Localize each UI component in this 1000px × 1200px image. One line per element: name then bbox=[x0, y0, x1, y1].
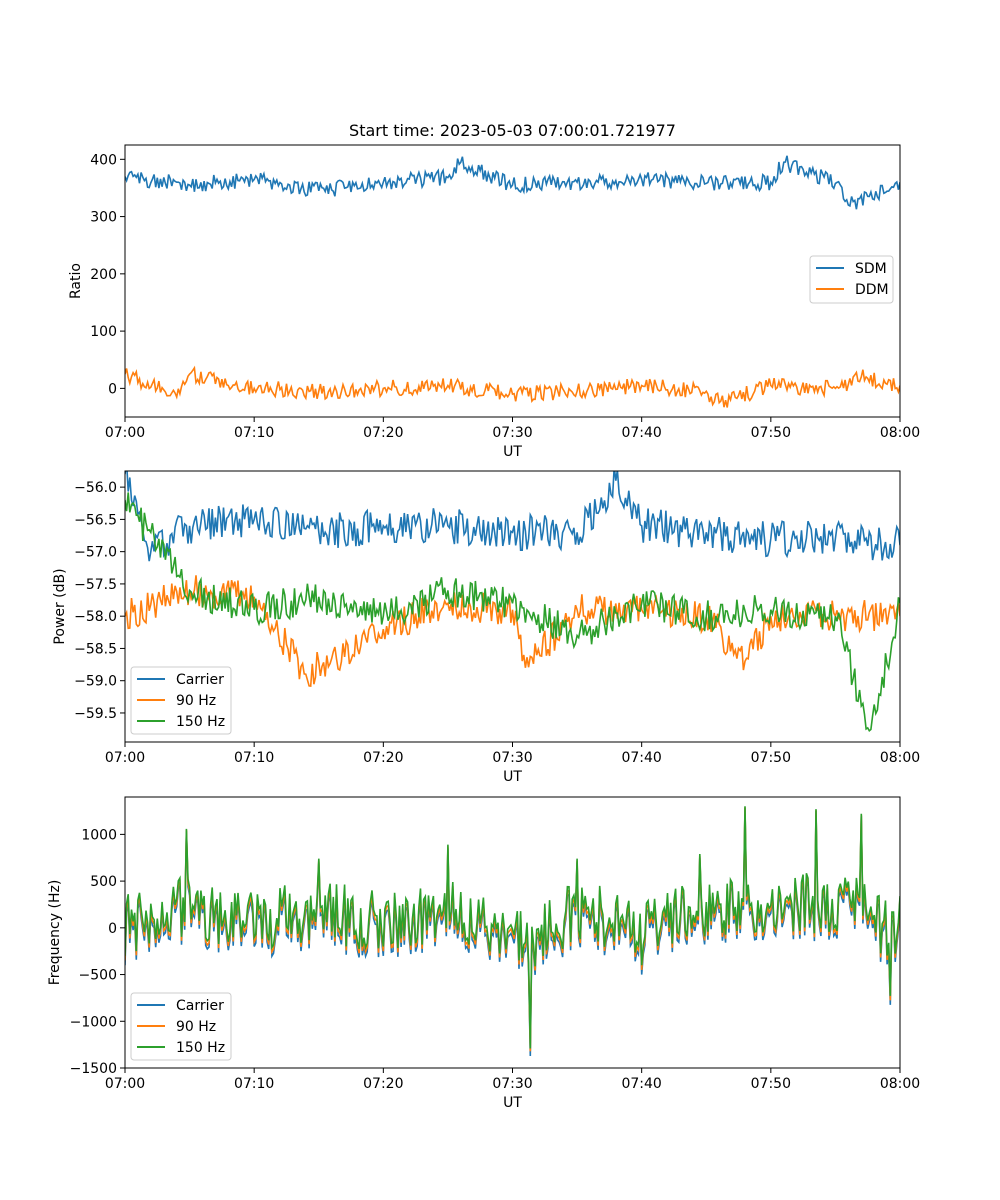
x-axis-label: UT bbox=[503, 769, 522, 785]
x-tick-label: 07:10 bbox=[234, 425, 274, 441]
chart-panel-1: Start time: 2023-05-03 07:00:01.721977 07… bbox=[68, 121, 920, 460]
x-tick-label: 07:00 bbox=[105, 425, 145, 441]
chart-panel-2: 07:00 07:10 07:20 07:30 07:40 07:50 08:00 −56.0… bbox=[52, 470, 920, 785]
x-tick-label: 07:00 bbox=[105, 1076, 145, 1092]
series-line-carrier bbox=[125, 808, 900, 1057]
y-tick-label: −1500 bbox=[70, 1061, 117, 1077]
y-tick-label: −58.0 bbox=[74, 609, 117, 625]
legend-box bbox=[130, 666, 232, 735]
y-tick-label: −500 bbox=[79, 968, 117, 984]
series-line-150-hz bbox=[125, 806, 900, 1049]
x-tick-label: 08:00 bbox=[880, 425, 920, 441]
x-tick-label: 08:00 bbox=[880, 1076, 920, 1092]
x-tick-label: 07:30 bbox=[492, 1076, 532, 1092]
x-axis-label: UT bbox=[503, 1095, 522, 1111]
x-tick-label: 07:40 bbox=[621, 750, 661, 766]
y-tick-label: −56.5 bbox=[74, 512, 117, 528]
y-tick-label: 300 bbox=[90, 210, 117, 226]
legend: Carrier 90 Hz 150 Hz bbox=[130, 992, 232, 1061]
chart-panel-3: 07:00 07:10 07:20 07:30 07:40 07:50 08:00 −1500… bbox=[47, 796, 920, 1111]
legend-entry-label: 90 Hz bbox=[176, 1019, 216, 1035]
x-tick-label: 07:50 bbox=[751, 1076, 791, 1092]
y-tick-label: −59.0 bbox=[74, 674, 117, 690]
y-tick-label: −57.0 bbox=[74, 545, 117, 561]
legend-entry-label: SDM bbox=[855, 261, 887, 277]
y-tick-label: 0 bbox=[108, 921, 117, 937]
y-tick-label: −1000 bbox=[70, 1014, 117, 1030]
y-tick-label: −57.5 bbox=[74, 577, 117, 593]
x-tick-label: 07:40 bbox=[621, 1076, 661, 1092]
y-axis-label: Ratio bbox=[68, 263, 84, 299]
series-line-90-hz bbox=[125, 807, 900, 1052]
legend-box bbox=[130, 992, 232, 1061]
x-tick-label: 07:50 bbox=[751, 750, 791, 766]
y-tick-label: 0 bbox=[108, 381, 117, 397]
y-tick-label: 200 bbox=[90, 267, 117, 283]
series-line-carrier bbox=[125, 471, 900, 562]
x-tick-label: 07:30 bbox=[492, 425, 532, 441]
x-tick-label: 07:20 bbox=[363, 425, 403, 441]
legend-entry-label: DDM bbox=[855, 282, 889, 298]
series-line-sdm bbox=[125, 155, 900, 210]
y-tick-label: −58.5 bbox=[74, 641, 117, 657]
x-axis-label: UT bbox=[503, 444, 522, 460]
y-tick-label: 100 bbox=[90, 324, 117, 340]
y-tick-label: −59.5 bbox=[74, 706, 117, 722]
x-tick-label: 07:00 bbox=[105, 750, 145, 766]
chart-title: Start time: 2023-05-03 07:00:01.721977 bbox=[349, 121, 676, 140]
x-tick-label: 07:30 bbox=[492, 750, 532, 766]
legend-entry-label: 150 Hz bbox=[176, 714, 225, 730]
x-tick-label: 07:50 bbox=[751, 425, 791, 441]
legend-entry-label: Carrier bbox=[176, 672, 224, 688]
x-tick-label: 07:10 bbox=[234, 750, 274, 766]
y-tick-label: −56.0 bbox=[74, 480, 117, 496]
y-tick-label: 500 bbox=[90, 874, 117, 890]
x-tick-label: 07:10 bbox=[234, 1076, 274, 1092]
y-axis-label: Frequency (Hz) bbox=[47, 880, 63, 986]
x-tick-label: 07:20 bbox=[363, 1076, 403, 1092]
y-axis-label: Power (dB) bbox=[52, 568, 68, 644]
legend-entry-label: 150 Hz bbox=[176, 1040, 225, 1056]
y-tick-label: 400 bbox=[90, 152, 117, 168]
x-tick-label: 07:20 bbox=[363, 750, 403, 766]
legend: SDM DDM bbox=[809, 255, 894, 304]
legend: Carrier 90 Hz 150 Hz bbox=[130, 666, 232, 735]
legend-entry-label: Carrier bbox=[176, 998, 224, 1014]
y-tick-label: 1000 bbox=[81, 827, 117, 843]
series-line-ddm bbox=[125, 365, 900, 408]
series-line-150-hz bbox=[125, 492, 900, 733]
x-tick-label: 08:00 bbox=[880, 750, 920, 766]
x-tick-label: 07:40 bbox=[621, 425, 661, 441]
legend-entry-label: 90 Hz bbox=[176, 693, 216, 709]
